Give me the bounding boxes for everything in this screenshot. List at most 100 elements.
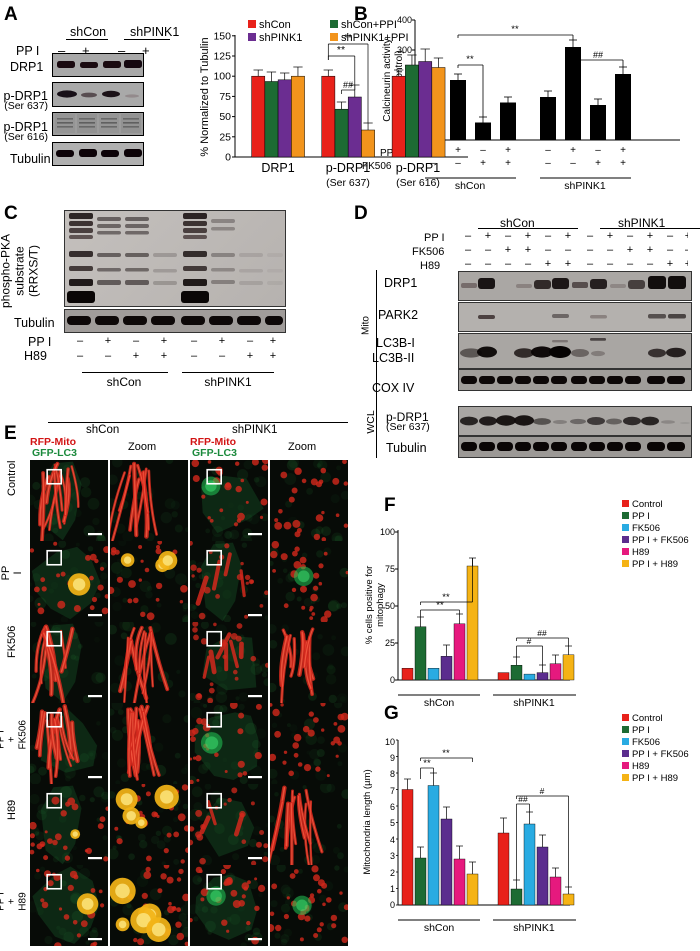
svg-text:+: + [247, 350, 253, 362]
svg-text:+: + [505, 145, 511, 156]
svg-text:100: 100 [213, 71, 231, 83]
svg-text:+: + [565, 230, 571, 242]
svg-text:–: – [480, 145, 486, 156]
svg-text:H89: H89 [632, 547, 649, 558]
svg-text:+: + [685, 258, 688, 270]
svg-text:p-DRP1: p-DRP1 [396, 161, 441, 175]
svg-text:% cells positive for: % cells positive for [364, 566, 375, 645]
svg-text:+: + [505, 158, 511, 169]
svg-text:–: – [191, 335, 198, 347]
svg-text:+: + [545, 258, 551, 270]
svg-text:shCon: shCon [424, 922, 455, 934]
svg-text:##: ## [343, 80, 353, 90]
svg-text:+: + [607, 230, 613, 242]
svg-text:shCon+PPI: shCon+PPI [341, 19, 397, 31]
svg-text:9: 9 [390, 753, 395, 763]
svg-text:25: 25 [219, 131, 231, 143]
svg-text:–: – [77, 350, 84, 362]
svg-text:–: – [545, 230, 552, 242]
svg-text:**: ** [442, 748, 450, 759]
svg-text:+: + [620, 145, 626, 156]
svg-text:+: + [505, 244, 511, 256]
svg-text:+: + [620, 158, 626, 169]
svg-text:+: + [565, 258, 571, 270]
svg-text:PP I + FK506: PP I + FK506 [632, 535, 689, 546]
svg-text:(Ser 637): (Ser 637) [326, 177, 370, 189]
svg-text:–: – [570, 158, 576, 169]
svg-text:–: – [105, 350, 112, 362]
svg-text:–: – [133, 335, 140, 347]
svg-text:–: – [219, 350, 226, 362]
svg-text:(Ser 616): (Ser 616) [396, 177, 440, 189]
svg-text:–: – [191, 350, 198, 362]
svg-text:mitophagy: mitophagy [375, 583, 386, 627]
svg-text:##: ## [518, 794, 528, 804]
svg-text:+: + [595, 158, 601, 169]
svg-text:#: # [540, 786, 545, 796]
svg-text:+: + [647, 244, 653, 256]
svg-text:#: # [527, 636, 532, 646]
svg-text:PP I: PP I [632, 511, 650, 522]
svg-text:+: + [667, 258, 673, 270]
svg-text:Control: Control [632, 499, 663, 510]
svg-text:PP I: PP I [632, 725, 650, 736]
svg-text:–: – [485, 244, 492, 256]
svg-text:**: ** [436, 600, 444, 611]
svg-text:–: – [485, 258, 492, 270]
svg-text:10: 10 [385, 737, 395, 747]
svg-text:–: – [667, 230, 674, 242]
svg-text:7: 7 [390, 786, 395, 796]
svg-text:–: – [525, 258, 532, 270]
svg-text:shPINK1: shPINK1 [564, 180, 606, 192]
svg-text:+: + [105, 335, 111, 347]
svg-text:p-DRP1: p-DRP1 [326, 161, 371, 175]
svg-text:125: 125 [213, 51, 231, 63]
svg-text:2: 2 [390, 868, 395, 878]
svg-text:–: – [465, 230, 472, 242]
svg-text:shPINK1: shPINK1 [259, 32, 302, 44]
svg-text:–: – [545, 244, 552, 256]
svg-text:–: – [627, 230, 634, 242]
svg-text:–: – [667, 244, 674, 256]
svg-text:8: 8 [390, 769, 395, 779]
svg-text:FK506: FK506 [632, 523, 660, 534]
svg-text:+: + [270, 350, 276, 362]
svg-text:–: – [587, 244, 594, 256]
svg-text:–: – [505, 230, 512, 242]
svg-text:50: 50 [385, 601, 395, 611]
svg-text:+: + [570, 145, 576, 156]
svg-text:+: + [685, 230, 688, 242]
svg-text:6: 6 [390, 802, 395, 812]
svg-text:+: + [525, 230, 531, 242]
svg-text:–: – [565, 244, 572, 256]
svg-text:**: ** [423, 758, 431, 769]
svg-text:**: ** [337, 44, 345, 56]
svg-text:0: 0 [390, 900, 395, 910]
svg-text:–: – [587, 230, 594, 242]
svg-text:4: 4 [390, 835, 395, 845]
svg-text:–: – [607, 244, 614, 256]
svg-text:1: 1 [390, 884, 395, 894]
svg-text:FK506: FK506 [632, 737, 660, 748]
svg-text:PP I + H89: PP I + H89 [632, 773, 678, 784]
svg-text:PP I + FK506: PP I + FK506 [632, 749, 689, 760]
svg-text:+: + [480, 158, 486, 169]
svg-text:##: ## [537, 628, 547, 638]
svg-text:150: 150 [213, 30, 231, 42]
svg-text:–: – [505, 258, 512, 270]
svg-text:–: – [545, 145, 551, 156]
svg-text:–: – [587, 258, 594, 270]
svg-text:% Normalized to Tubulin: % Normalized to Tubulin [199, 37, 211, 156]
svg-text:25: 25 [385, 638, 395, 648]
svg-text:–: – [465, 258, 472, 270]
svg-text:–: – [77, 335, 84, 347]
svg-text:Control: Control [632, 713, 663, 724]
svg-text:5: 5 [390, 818, 395, 828]
svg-text:**: ** [511, 24, 519, 35]
svg-text:+: + [161, 350, 167, 362]
svg-text:+: + [161, 335, 167, 347]
svg-text:+: + [133, 350, 139, 362]
svg-text:+: + [627, 244, 633, 256]
svg-text:–: – [685, 244, 688, 256]
svg-text:DRP1: DRP1 [261, 161, 294, 175]
